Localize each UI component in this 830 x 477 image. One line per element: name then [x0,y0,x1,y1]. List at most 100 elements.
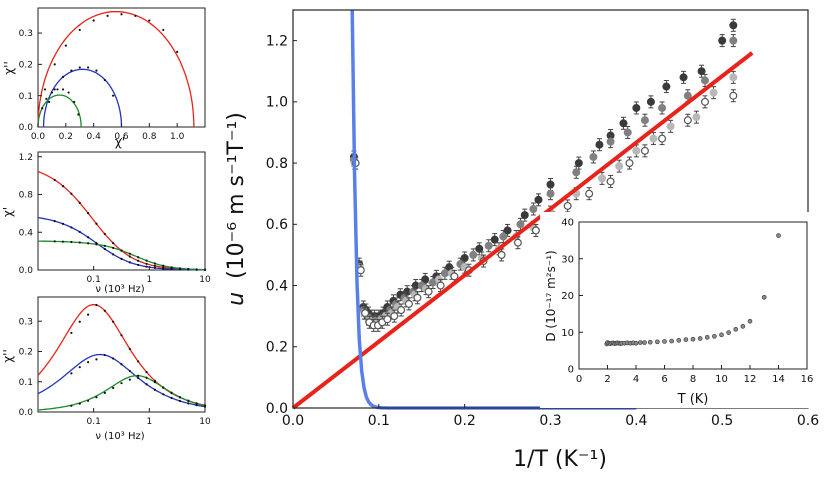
inset-data-point [776,233,781,238]
inset-y-axis-label: D (10⁻¹⁷ m²s⁻¹) [544,250,558,341]
main-data-point [424,287,433,296]
middle-left-data-point [178,267,182,270]
middle-left-data-point [53,220,56,223]
bottom-left-chart: 0.1 1 10 0.0 0.1 0.2 0.3 ν (10³ Hz) χ'' [1,296,211,442]
main-data-point [450,272,459,281]
top-left-data-point [53,63,56,66]
top-left-data-point [162,28,165,32]
inset-data-point [669,338,674,344]
main-data-point [709,88,718,97]
bottom-left-data-point [187,402,190,405]
bottom-left-data-point [128,347,131,351]
main-chart-axes: 0.0 0.1 0.2 0.3 0.4 0.5 0.6 0.0 0.2 0.4 0.6 0.8 1.0 1… [266,34,819,429]
main-data-point [484,241,493,250]
top-left-x-tick-label: 0.4 [87,132,102,142]
main-data-point [646,97,655,106]
middle-left-x-axis-label: ν (10³ Hz) [95,284,144,295]
middle-left-data-point [120,249,123,252]
main-data-point [729,91,738,100]
inset-chart-marks [604,233,781,347]
inset-x-axis-label: T (K) [677,392,709,407]
main-data-point [615,162,624,171]
inset-x-tick-label: 10 [715,374,728,385]
inset-y-tick-label: 0 [568,365,574,376]
bottom-left-x-tick-label: 0.1 [87,417,101,427]
bottom-left-data-point [87,361,90,364]
bottom-left-fit-curve [37,375,206,411]
main-data-point [490,235,499,244]
main-y-axis-label: u (10⁻⁶ m s⁻¹T⁻¹) [224,112,249,306]
middle-left-data-point [120,257,123,260]
inset-x-tick-label: 4 [633,374,639,385]
main-data-point [516,220,525,229]
main-data-point [397,306,406,315]
main-y-tick-label: 0.2 [266,340,288,356]
inset-y-tick-label: 30 [561,254,574,265]
main-data-point [619,119,628,128]
middle-left-y-tick-label: 0.0 [19,266,34,276]
middle-left-y-tick-label: 1.2 [19,153,33,163]
top-left-x-tick-label: 1.0 [170,132,185,142]
top-left-data-point [103,78,106,82]
bottom-left-data-point [95,396,98,399]
bottom-left-data-point [145,370,148,374]
middle-left-data-point [61,185,65,188]
main-data-point [440,269,449,278]
inset-data-point [647,339,653,345]
main-chart: 0.0 0.1 0.2 0.3 0.4 0.5 0.6 0.0 0.2 0.4 0.6 0.8 1.0 1… [224,9,819,472]
middle-left-data-point [153,266,156,269]
main-y-axis-symbol: u [224,292,249,306]
bottom-left-y-tick-label: 0.1 [19,378,33,388]
bottom-left-data-point [120,334,123,337]
main-x-tick-label: 0.1 [368,413,390,429]
middle-left-data-point [87,236,90,239]
bottom-left-plot-frame [37,296,206,413]
middle-left-data-point [103,247,106,251]
top-left-data-point [70,69,73,72]
inset-chart-axes: 0 2 4 6 8 10 12 14 16 0 10 20 30 40 [561,218,813,386]
bottom-left-data-point [112,357,115,360]
main-data-point [574,159,583,168]
main-data-point [683,91,692,100]
bottom-left-y-tick-label: 0.3 [19,317,33,327]
top-left-y-tick-label: 0.2 [19,61,33,71]
bottom-left-data-point [187,399,190,402]
middle-left-data-point [53,178,56,182]
top-left-x-tick-label: 0.0 [31,132,46,142]
main-data-point [649,134,658,143]
main-x-tick-label: 0.5 [711,413,733,429]
top-left-data-point [73,100,76,104]
bottom-left-data-point [87,399,90,402]
inset-chart: 0 2 4 6 8 10 12 14 16 0 10 20 30 40 T (K) D (10⁻¹⁷ m²… [540,212,813,408]
bottom-left-y-tick-label: 0.2 [19,348,33,358]
main-x-tick-label: 0.4 [625,413,647,429]
bottom-left-chart-axes: 0.1 1 10 0.0 0.1 0.2 0.3 [19,317,211,427]
top-left-y-tick-label: 0.0 [19,123,34,133]
top-left-chart-axes: 0.0 0.2 0.4 0.6 0.8 1.0 0.0 0.1 0.2 0.3 [19,29,185,142]
top-left-data-point [77,113,80,116]
main-data-point [428,278,437,287]
main-data-point [692,113,701,122]
bottom-left-data-point [78,366,81,369]
main-y-tick-label: 0.0 [266,401,288,417]
main-data-point [606,137,615,146]
bottom-left-x-axis-label: ν (10³ Hz) [95,431,144,442]
top-left-data-point [64,44,67,47]
main-data-point [361,309,370,318]
bottom-left-fit-curve [37,303,206,406]
main-data-point [658,134,667,143]
inset-x-tick-label: 0 [576,374,582,385]
middle-left-data-point [61,240,65,243]
inset-y-tick-label: 20 [561,291,574,302]
top-left-chart: 0.0 0.2 0.4 0.6 0.8 1.0 0.0 0.1 0.2 0.3 χ' χ'' [2,7,206,149]
main-data-point [666,122,675,131]
top-left-fit-curve [42,68,123,128]
middle-left-y-tick-label: 0.8 [19,191,34,201]
middle-left-data-point [78,201,81,205]
inset-data-point [719,332,724,338]
middle-left-plot-frame [37,151,206,271]
main-data-point [589,152,598,161]
top-left-y-axis-label: χ'' [2,61,16,75]
main-data-point [729,73,738,82]
